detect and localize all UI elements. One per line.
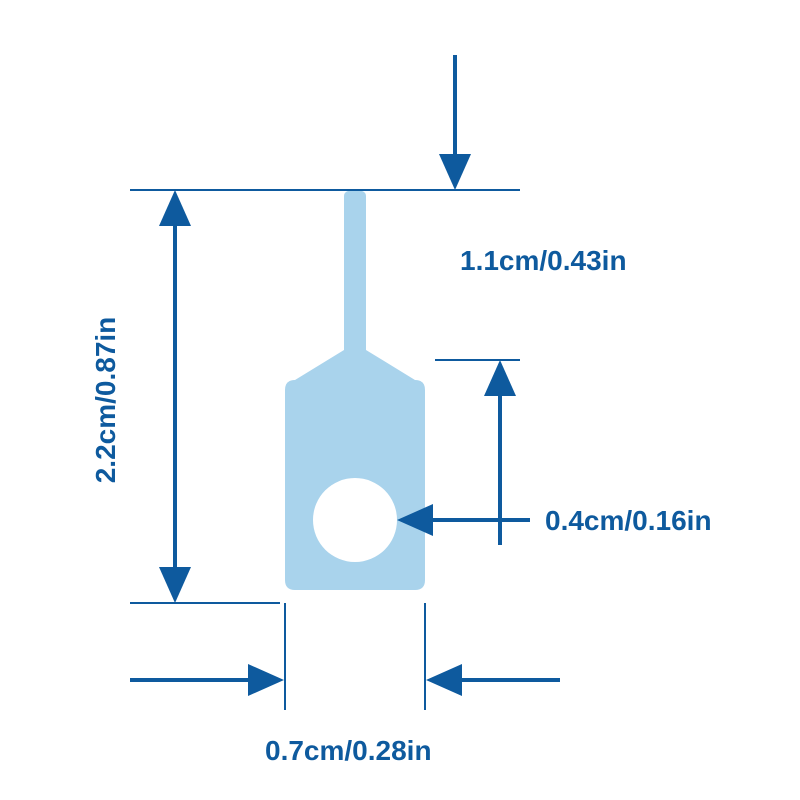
label-body-width: 0.7cm/0.28in	[265, 735, 432, 766]
arrowhead-right	[248, 664, 284, 696]
arrowhead-down	[159, 567, 191, 603]
label-total-height: 2.2cm/0.87in	[90, 317, 121, 484]
arrowhead-left	[426, 664, 462, 696]
arrowhead-up	[484, 360, 516, 396]
tool-hole	[313, 478, 397, 562]
arrowhead-up	[159, 190, 191, 226]
label-pin-height: 1.1cm/0.43in	[460, 245, 627, 276]
label-hole-dia: 0.4cm/0.16in	[545, 505, 712, 536]
dimension-diagram: 2.2cm/0.87in 1.1cm/0.43in 0.4cm/0.16in 0.7c…	[0, 0, 800, 800]
arrowhead-down	[439, 154, 471, 190]
